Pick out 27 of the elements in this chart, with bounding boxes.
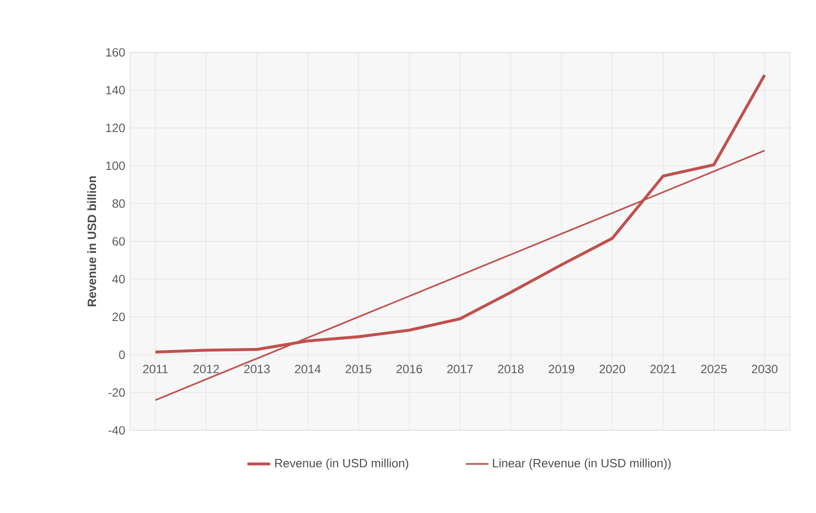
y-tick-label: 100 [106, 161, 125, 170]
x-tick-label: 2013 [244, 364, 270, 374]
legend-label: Revenue (in USD million) [275, 458, 408, 470]
y-tick-label: 0 [119, 350, 125, 359]
x-tick-label: 2020 [600, 364, 626, 374]
y-tick-label: 140 [106, 86, 125, 94]
y-tick-label: 60 [112, 237, 125, 246]
x-tick-label: 2030 [752, 364, 778, 374]
x-tick-label: 2017 [447, 364, 473, 374]
x-tick-label: 2016 [396, 364, 422, 374]
x-tick-label: 2015 [346, 364, 372, 374]
x-tick-label: 2012 [193, 364, 219, 374]
x-tick-label: 2014 [294, 364, 321, 374]
y-tick-label: 80 [112, 199, 125, 208]
x-tick-label: 2018 [498, 364, 524, 374]
y-tick-label: 40 [112, 274, 125, 284]
y-tick-label: -20 [108, 388, 125, 397]
x-tick-label: 2025 [701, 364, 727, 374]
y-axis-title: Revenue in USD billion [87, 176, 96, 306]
x-tick-label: 2021 [650, 364, 676, 374]
y-tick-label: 120 [106, 124, 125, 132]
y-tick-label: 20 [112, 312, 125, 322]
y-tick-label: 160 [106, 48, 125, 57]
x-tick-label: 2019 [548, 364, 574, 374]
y-tick-label: -40 [108, 426, 125, 435]
x-tick-label: 2011 [143, 364, 168, 374]
legend-label: Linear (Revenue (in USD million)) [493, 458, 671, 470]
